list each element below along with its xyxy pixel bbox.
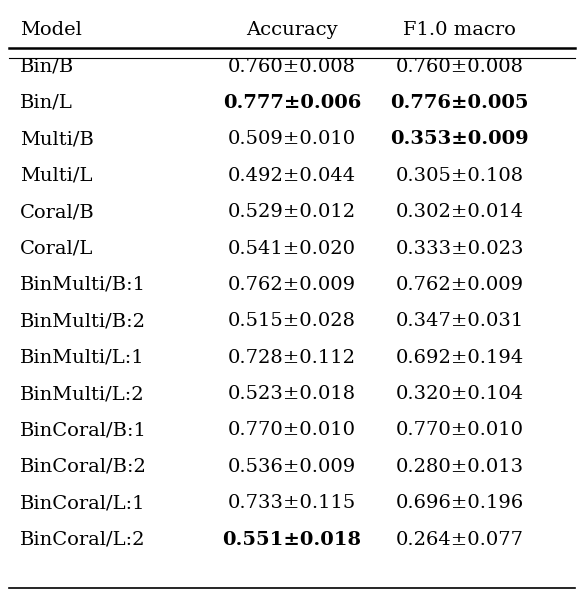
Text: 0.264±0.077: 0.264±0.077	[396, 530, 524, 548]
Text: 0.770±0.010: 0.770±0.010	[228, 421, 356, 439]
Text: 0.733±0.115: 0.733±0.115	[228, 494, 356, 512]
Text: 0.776±0.005: 0.776±0.005	[391, 94, 529, 112]
Text: 0.347±0.031: 0.347±0.031	[395, 312, 524, 330]
Text: 0.280±0.013: 0.280±0.013	[396, 458, 524, 476]
Text: 0.536±0.009: 0.536±0.009	[228, 458, 356, 476]
Text: BinMulti/L:2: BinMulti/L:2	[20, 385, 145, 403]
Text: Coral/B: Coral/B	[20, 203, 95, 221]
Text: 0.353±0.009: 0.353±0.009	[391, 131, 529, 148]
Text: BinCoral/B:2: BinCoral/B:2	[20, 458, 147, 476]
Text: 0.762±0.009: 0.762±0.009	[396, 276, 524, 294]
Text: BinCoral/L:1: BinCoral/L:1	[20, 494, 145, 512]
Text: 0.541±0.020: 0.541±0.020	[228, 240, 356, 258]
Text: Coral/L: Coral/L	[20, 240, 93, 258]
Text: 0.551±0.018: 0.551±0.018	[223, 530, 361, 548]
Text: 0.728±0.112: 0.728±0.112	[228, 349, 356, 367]
Text: 0.515±0.028: 0.515±0.028	[228, 312, 356, 330]
Text: 0.523±0.018: 0.523±0.018	[228, 385, 356, 403]
Text: 0.762±0.009: 0.762±0.009	[228, 276, 356, 294]
Text: 0.333±0.023: 0.333±0.023	[395, 240, 524, 258]
Text: BinMulti/L:1: BinMulti/L:1	[20, 349, 145, 367]
Text: 0.509±0.010: 0.509±0.010	[228, 131, 356, 148]
Text: Multi/L: Multi/L	[20, 167, 93, 185]
Text: 0.529±0.012: 0.529±0.012	[228, 203, 356, 221]
Text: 0.320±0.104: 0.320±0.104	[396, 385, 524, 403]
Text: BinMulti/B:1: BinMulti/B:1	[20, 276, 146, 294]
Text: 0.305±0.108: 0.305±0.108	[396, 167, 524, 185]
Text: 0.777±0.006: 0.777±0.006	[223, 94, 361, 112]
Text: BinCoral/B:1: BinCoral/B:1	[20, 421, 147, 439]
Text: BinMulti/B:2: BinMulti/B:2	[20, 312, 146, 330]
Text: 0.492±0.044: 0.492±0.044	[228, 167, 356, 185]
Text: 0.696±0.196: 0.696±0.196	[395, 494, 524, 512]
Text: 0.760±0.008: 0.760±0.008	[396, 58, 524, 76]
Text: 0.760±0.008: 0.760±0.008	[228, 58, 356, 76]
Text: Accuracy: Accuracy	[246, 20, 338, 39]
Text: Model: Model	[20, 20, 82, 39]
Text: F1.0 macro: F1.0 macro	[404, 20, 516, 39]
Text: Bin/L: Bin/L	[20, 94, 73, 112]
Text: 0.692±0.194: 0.692±0.194	[395, 349, 524, 367]
Text: 0.770±0.010: 0.770±0.010	[396, 421, 524, 439]
Text: 0.302±0.014: 0.302±0.014	[396, 203, 524, 221]
Text: Bin/B: Bin/B	[20, 58, 74, 76]
Text: BinCoral/L:2: BinCoral/L:2	[20, 530, 145, 548]
Text: Multi/B: Multi/B	[20, 131, 94, 148]
